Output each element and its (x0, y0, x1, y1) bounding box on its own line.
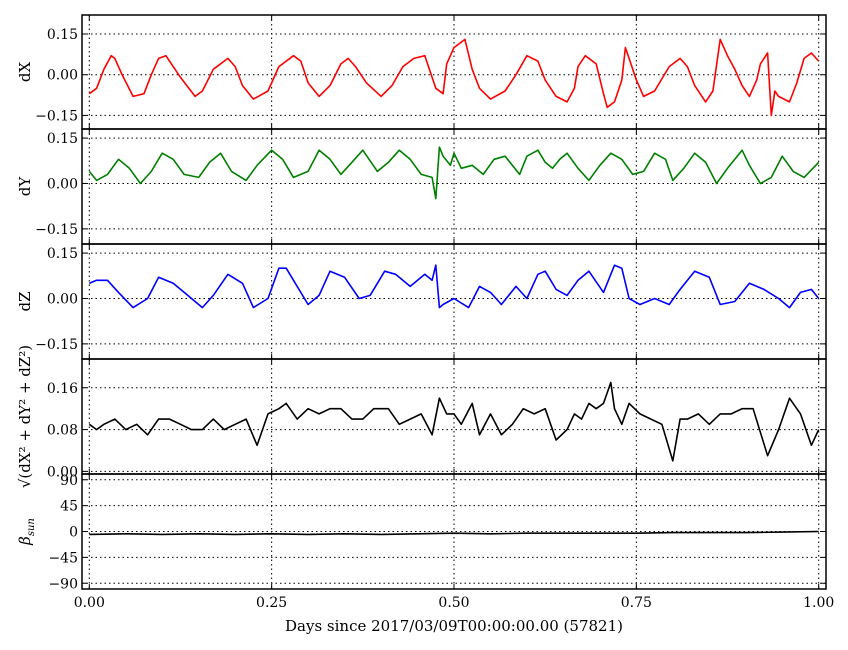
panel-frame-dr (81, 358, 827, 475)
y-tick-label-beta: 0 (69, 525, 78, 541)
x-tick-label: 0.50 (438, 595, 469, 611)
y-tick-label-beta: 45 (60, 499, 78, 515)
y-axis-title-beta: βsun (16, 518, 37, 546)
y-tick-label-dz: −0.15 (35, 337, 78, 353)
y-axis-title-dr: √(dX² + dY² + dZ²) (16, 345, 34, 488)
panel-dr: 0.00 0.08 0.16 √(dX² + dY² + dZ²) (16, 345, 827, 488)
x-tick-label: 0.25 (256, 595, 287, 611)
y-tick-label-dz: 0.00 (47, 291, 78, 307)
y-tick-label-dy: 0.00 (47, 176, 78, 192)
x-tick-label: 0.75 (621, 595, 652, 611)
chart-panels: −0.150.000.15dX−0.150.000.15dY−0.150.000… (16, 14, 834, 611)
panel-dz: −0.15 0.00 0.15 dZ (16, 243, 827, 360)
x-tick-label: 0.00 (74, 595, 105, 611)
panel-frame-dx (81, 14, 827, 130)
y-tick-label-dx: 0.15 (47, 27, 78, 43)
panel-frame-beta (81, 473, 827, 590)
y-tick-label-beta: 90 (60, 473, 78, 489)
x-tick-label: 1.00 (803, 595, 834, 611)
x-axis-title: Days since 2017/03/09T00:00:00.00 (57821… (285, 617, 623, 635)
y-tick-label-dy: 0.15 (47, 131, 78, 147)
y-tick-label-beta: −45 (48, 550, 78, 566)
y-axis-title-dz: dZ (16, 291, 34, 311)
series-line-beta (89, 530, 819, 536)
y-tick-label-beta: −90 (48, 576, 78, 592)
panel-frame-dy (81, 128, 827, 245)
y-tick-label-dx: 0.00 (47, 68, 78, 84)
series-line-dr (88, 381, 820, 462)
y-tick-label-dy: −0.15 (35, 222, 78, 238)
panel-dx: −0.15 0.00 0.15 dX (16, 14, 827, 130)
series-line-dx (88, 38, 820, 117)
y-axis-title-dy: dY (16, 176, 34, 197)
y-axis-title-dx: dX (16, 62, 34, 83)
panel-frame-dz (81, 243, 827, 360)
series-line-dy (88, 146, 820, 200)
panel-beta: −90 −45 0 45 90 βsun 0.00 0.25 0.50 0.75 1.00 (16, 473, 834, 611)
panel-dy: −0.15 0.00 0.15 dY (16, 128, 827, 245)
y-tick-label-dr: 0.16 (47, 381, 78, 397)
y-tick-label-dz: 0.15 (47, 246, 78, 262)
y-tick-label-dx: −0.15 (35, 108, 78, 124)
y-tick-label-dr: 0.00 (47, 464, 78, 480)
y-tick-label-dr: 0.08 (47, 423, 78, 439)
series-line-dz (88, 264, 820, 309)
